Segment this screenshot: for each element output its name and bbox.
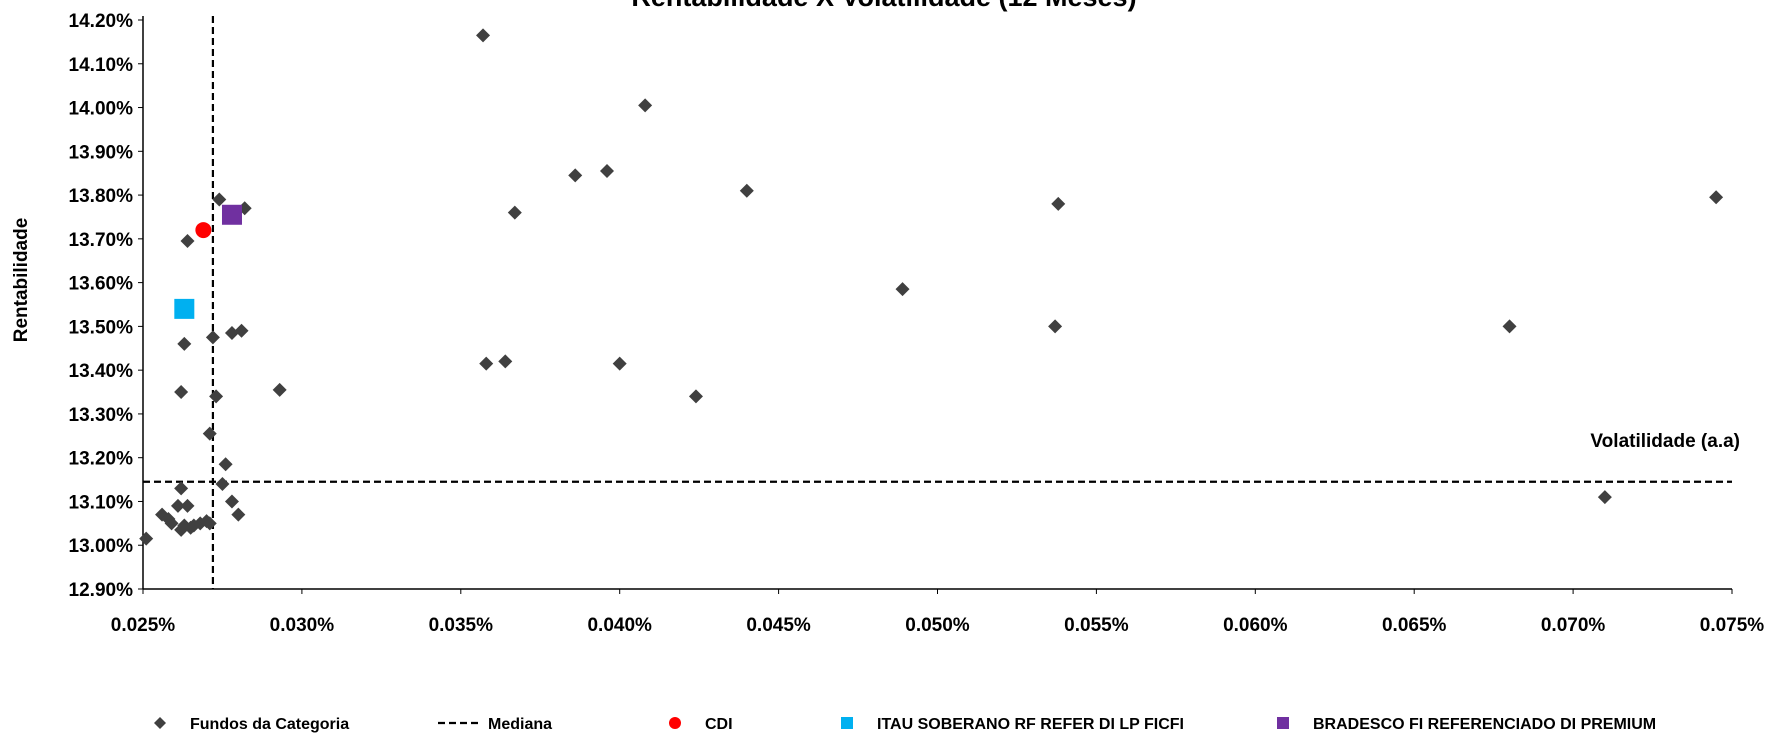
fundos-da-categoria-point — [895, 282, 910, 297]
y-axis-label: Rentabilidade — [11, 218, 32, 343]
fundos-da-categoria-point — [638, 98, 653, 113]
legend-label: Fundos da Categoria — [190, 716, 349, 733]
fundos-da-categoria-point — [498, 354, 513, 369]
axes: 12.90% 13.00% 13.10% 13.20% 13.30% 13.40% 13.5… — [69, 11, 1765, 636]
fundos-da-categoria-point — [568, 168, 583, 183]
y-tick-label: 13.10% — [69, 492, 134, 513]
volatility-annotation: Volatilidade (a.a) — [1590, 431, 1740, 452]
fundos-da-categoria-point — [202, 516, 217, 531]
fundos-da-categoria-point — [164, 516, 179, 531]
y-tick-label: 13.60% — [69, 274, 134, 295]
chart-title: Rentabilidade X Volatilidade (12 Meses) — [631, 0, 1136, 12]
legend-marker — [154, 717, 166, 729]
legend-item: CDI — [669, 716, 733, 733]
fundos-da-categoria-point — [231, 507, 246, 522]
x-tick-label: 0.025% — [111, 615, 176, 636]
fundos-da-categoria-point — [739, 183, 754, 198]
x-tick-label: 0.055% — [1064, 615, 1129, 636]
fundos-da-categoria-point — [507, 205, 522, 220]
legend-marker — [1277, 717, 1289, 729]
legend-item: Mediana — [438, 716, 552, 733]
fundos-da-categoria-point — [599, 164, 614, 179]
fundos-da-categoria-point — [476, 28, 491, 43]
fundos-da-categoria-point — [139, 531, 154, 546]
legend-label: BRADESCO FI REFERENCIADO DI PREMIUM — [1313, 716, 1656, 733]
fundos-da-categoria-point — [174, 481, 189, 496]
legend-label: Mediana — [488, 716, 552, 733]
x-tick-label: 0.060% — [1223, 615, 1288, 636]
median-lines — [143, 16, 1732, 589]
y-tick-label: 13.40% — [69, 361, 134, 382]
fundos-da-categoria-point — [177, 336, 192, 351]
legend-marker — [669, 717, 681, 729]
y-tick-label: 13.20% — [69, 449, 134, 470]
y-tick-label: 13.80% — [69, 186, 134, 207]
fundos-da-categoria-point — [212, 192, 227, 207]
x-tick-label: 0.070% — [1541, 615, 1606, 636]
y-tick-label: 14.20% — [69, 11, 134, 32]
fundos-da-categoria-point — [1597, 490, 1612, 505]
legend: Fundos da Categoria Mediana CDI ITAU SOBERA… — [154, 716, 1656, 733]
x-tick-label: 0.065% — [1382, 615, 1447, 636]
fundos-da-categoria-point — [612, 356, 627, 371]
fundos-da-categoria-point — [180, 498, 195, 513]
fundos-da-categoria-point — [215, 476, 230, 491]
legend-marker — [841, 717, 853, 729]
legend-label: ITAU SOBERANO RF REFER DI LP FICFI — [877, 716, 1184, 733]
data-points — [139, 28, 1724, 546]
x-tick-label: 0.075% — [1700, 615, 1765, 636]
fundos-da-categoria-point — [234, 323, 249, 338]
fundos-da-categoria-point — [224, 494, 239, 509]
fundos-da-categoria-point — [272, 382, 287, 397]
fundos-da-categoria-point — [180, 234, 195, 249]
fundos-da-categoria-point — [1502, 319, 1517, 334]
fundos-da-categoria-point — [174, 385, 189, 400]
legend-label: CDI — [705, 716, 733, 733]
y-tick-label: 13.00% — [69, 536, 134, 557]
fundos-da-categoria-point — [1051, 196, 1066, 211]
cdi-point — [195, 222, 212, 239]
y-tick-label: 13.30% — [69, 405, 134, 426]
fundos-da-categoria-point — [688, 389, 703, 404]
fundos-da-categoria-point — [479, 356, 494, 371]
y-tick-label: 13.50% — [69, 317, 134, 338]
bradesco-fi-referenciado-di-premium-point — [221, 204, 242, 225]
fundos-da-categoria-point — [1048, 319, 1063, 334]
y-tick-label: 13.90% — [69, 142, 134, 163]
fundos-da-categoria-point — [170, 498, 185, 513]
legend-item: ITAU SOBERANO RF REFER DI LP FICFI — [841, 716, 1184, 733]
fundos-da-categoria-point — [224, 325, 239, 340]
x-tick-label: 0.035% — [429, 615, 494, 636]
y-tick-label: 13.70% — [69, 230, 134, 251]
x-tick-label: 0.045% — [746, 615, 811, 636]
fundos-da-categoria-point — [218, 457, 233, 472]
y-tick-label: 12.90% — [69, 580, 134, 601]
legend-item: Fundos da Categoria — [154, 716, 349, 733]
itau-soberano-rf-refer-di-lp-ficfi-point — [174, 298, 195, 319]
fundos-da-categoria-point — [209, 389, 224, 404]
fundos-da-categoria-point — [205, 330, 220, 345]
fundos-da-categoria-point — [1709, 190, 1724, 205]
y-tick-label: 14.10% — [69, 55, 134, 76]
fundos-da-categoria-point — [202, 426, 217, 441]
legend-item: BRADESCO FI REFERENCIADO DI PREMIUM — [1277, 716, 1656, 733]
x-tick-label: 0.050% — [905, 615, 970, 636]
x-tick-label: 0.030% — [270, 615, 335, 636]
y-tick-label: 14.00% — [69, 99, 134, 120]
x-tick-label: 0.040% — [587, 615, 652, 636]
